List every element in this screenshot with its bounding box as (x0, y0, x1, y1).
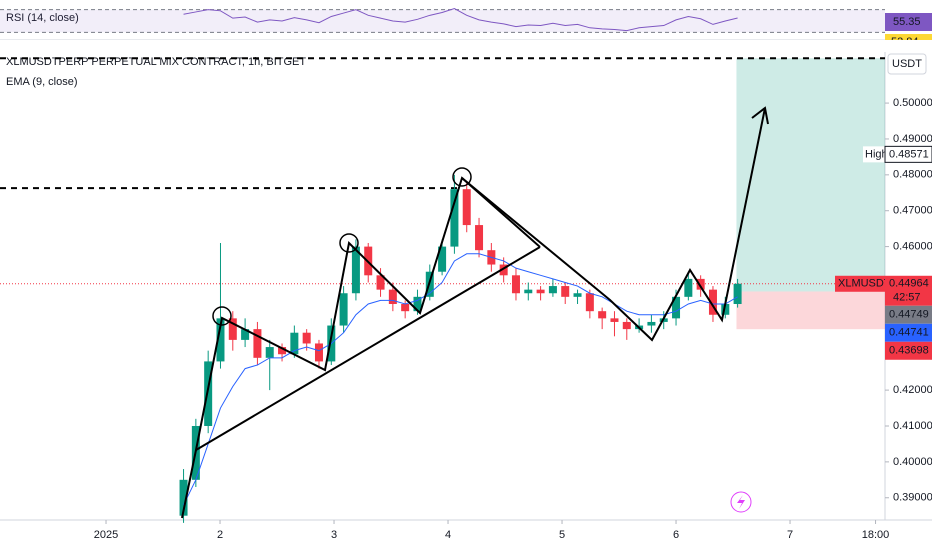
x-tick-label: 18:00 (862, 529, 890, 541)
candle-body (733, 283, 742, 305)
y-tick-label: 0.42000 (893, 384, 932, 396)
x-tick-label: 5 (559, 529, 565, 541)
candle-body (672, 296, 681, 319)
peak-circle (339, 233, 359, 253)
candle-body (278, 347, 287, 355)
price-label: 0.48571 (889, 148, 929, 160)
x-tick-label: 2025 (94, 529, 118, 541)
candle-body (475, 225, 484, 251)
profit-zone (736, 58, 885, 292)
y-tick-label: 0.40000 (893, 456, 932, 468)
symbol-label: XLMUSDT.P (838, 278, 900, 290)
candle-body (548, 286, 557, 294)
x-tick-label: 4 (445, 529, 451, 541)
candle-body (598, 311, 607, 319)
candle-body (413, 296, 422, 312)
panel-cover (0, 40, 932, 52)
candle-body (401, 304, 410, 312)
rsi-label: RSI (14, close) (6, 12, 79, 24)
y-tick-label: 0.50000 (893, 97, 932, 109)
price-label-bg (885, 305, 932, 324)
drawings (181, 106, 769, 519)
candle-body (647, 321, 656, 326)
price-label: 0.43698 (889, 345, 929, 357)
candle-body (536, 289, 545, 294)
candle-body (241, 329, 250, 340)
candle-body (622, 321, 631, 330)
candle-body (721, 304, 730, 315)
rsi-value-bg (885, 13, 932, 31)
y-tick-label: 0.47000 (893, 205, 932, 217)
indicator-label: EMA (9, close) (6, 76, 78, 88)
high-label: High (865, 148, 888, 160)
trend-drawing (181, 176, 541, 519)
price-label: 0.44741 (889, 327, 929, 339)
candle-body (708, 289, 717, 315)
stop-zone (736, 291, 885, 330)
last-price-bg (885, 275, 932, 306)
candle-body (610, 318, 619, 322)
candle-body (314, 343, 323, 362)
candle-body (376, 275, 385, 290)
candle-body (438, 246, 447, 272)
ema-line (183, 253, 738, 506)
arrow-head (751, 106, 769, 125)
rsi-value: 55.35 (893, 16, 921, 28)
candle-body (302, 332, 311, 344)
symbol-label-bg (835, 275, 885, 292)
candle-body (216, 318, 225, 362)
candle-body (253, 329, 262, 358)
y-tick-label: 0.41000 (893, 420, 932, 432)
candle-body (204, 361, 213, 426)
y-tick-label: 0.39000 (893, 492, 932, 504)
high-label-bg (863, 146, 885, 163)
candle-body (585, 293, 594, 312)
y-tick-label: 0.46000 (893, 241, 932, 253)
rsi-band (0, 9, 885, 33)
candle-body (696, 278, 705, 290)
candle-body (561, 286, 570, 297)
price-label-bg (884, 145, 932, 163)
candle-body (290, 332, 299, 355)
price-label-bg (885, 323, 932, 342)
alert-bolt (737, 495, 745, 509)
y-tick-label: 0.48000 (893, 169, 932, 181)
rsi-line (183, 7, 738, 32)
trend-line (195, 246, 541, 451)
y-tick-label: 0.49000 (893, 133, 932, 145)
candle-body (351, 246, 360, 294)
candle-body (339, 293, 348, 326)
candle-body (511, 275, 520, 294)
price-label-bg (885, 341, 932, 360)
peak-circle (212, 306, 232, 326)
candle-body (524, 289, 533, 294)
currency[interactable]: USDT (892, 58, 922, 70)
last-price: 0.44964 (889, 278, 929, 290)
candle-body (228, 318, 237, 340)
candle-body (179, 479, 188, 516)
candle-body (450, 189, 459, 247)
candle-body (265, 347, 274, 358)
currency-button[interactable] (887, 53, 927, 75)
countdown: 42:57 (893, 292, 921, 304)
candle-body (388, 289, 397, 305)
candle-body (573, 293, 582, 297)
trend-drawing (461, 107, 766, 342)
candle-body (462, 189, 471, 226)
peak-circle (452, 167, 472, 187)
x-tick-label: 6 (673, 529, 679, 541)
price-label: 0.44749 (889, 309, 929, 321)
candle-body (684, 278, 693, 297)
x-tick-label: 2 (217, 529, 223, 541)
x-tick-label: 3 (331, 529, 337, 541)
candle-body (499, 264, 508, 276)
x-tick-label: 7 (787, 529, 793, 541)
